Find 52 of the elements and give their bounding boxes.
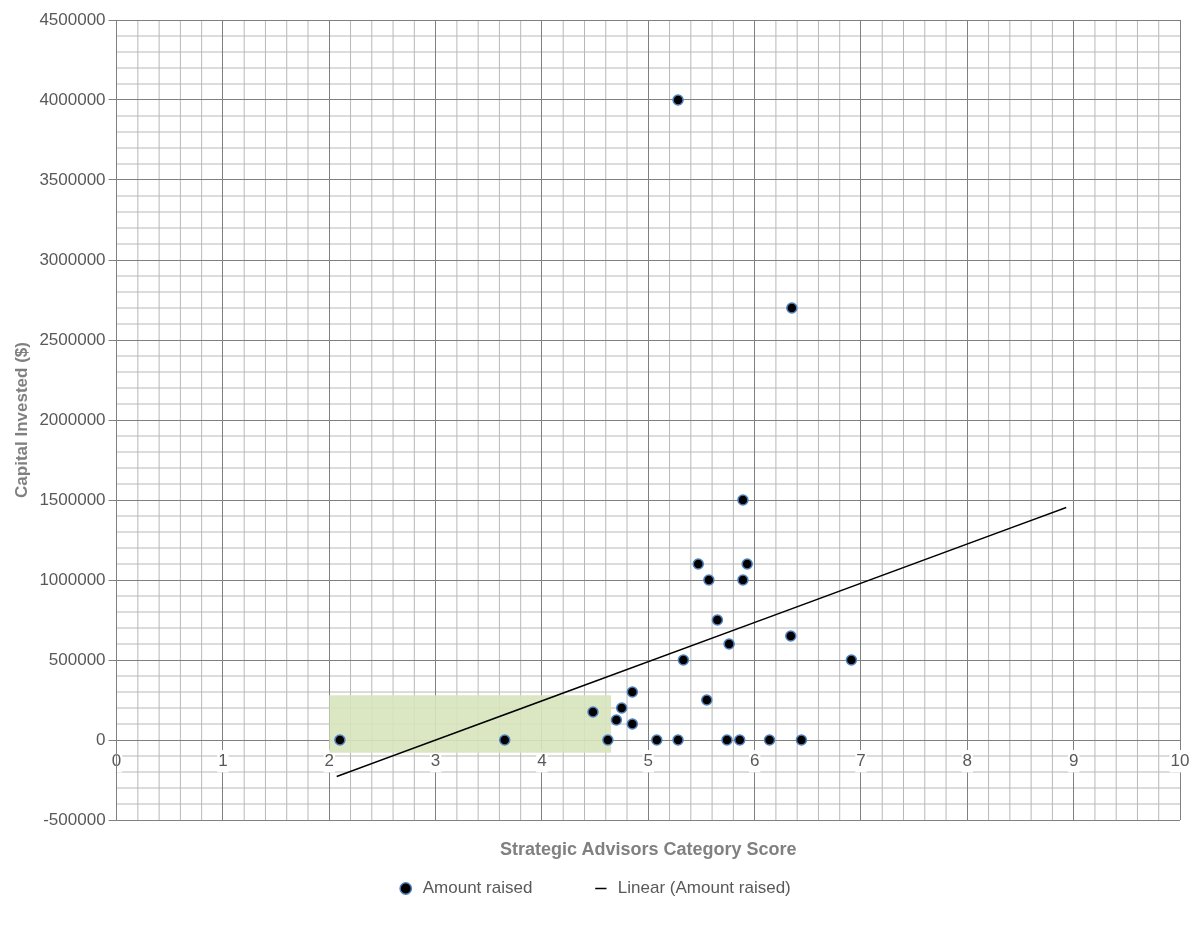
point: [672, 94, 684, 106]
point: [786, 302, 798, 314]
point: [587, 706, 599, 718]
point: [334, 734, 346, 746]
y-tick-label: -500000: [43, 809, 106, 829]
point: [692, 558, 705, 570]
x-tick-label: 2: [324, 750, 334, 770]
y-tick-label: 2500000: [39, 329, 106, 349]
x-tick-label: 8: [962, 750, 973, 770]
point: [845, 654, 858, 666]
point: [703, 574, 715, 586]
point: [723, 638, 735, 650]
y-tick-label: 4500000: [39, 9, 106, 29]
point: [615, 702, 628, 714]
point: [734, 734, 746, 746]
point: [626, 718, 639, 730]
y-tick-label: 3000000: [39, 249, 106, 269]
point: [741, 558, 753, 570]
point: [711, 614, 724, 626]
point: [785, 630, 797, 642]
y-tick-label: 2000000: [39, 409, 106, 429]
legend-label: Amount raised: [422, 878, 533, 898]
x-tick-label: 3: [430, 750, 441, 770]
point: [672, 734, 684, 746]
y-axis-title: Capital Invested ($): [11, 342, 31, 498]
x-tick-label: 9: [1068, 750, 1079, 770]
y-tick-label: 500000: [48, 649, 106, 669]
point: [795, 734, 808, 746]
point: [626, 686, 639, 698]
point: [737, 574, 749, 586]
y-tick-label: 0: [96, 729, 106, 749]
point: [737, 494, 749, 506]
x-tick-label: 7: [856, 750, 866, 770]
point: [498, 734, 511, 746]
x-tick-label: 10: [1170, 750, 1190, 770]
y-tick-label: 3500000: [39, 169, 106, 189]
x-tick-label: 4: [537, 750, 547, 770]
point: [701, 694, 713, 706]
x-tick-label: 1: [218, 750, 228, 770]
point: [651, 734, 663, 746]
y-tick-label: 1000000: [39, 569, 106, 589]
y-tick-label: 4000000: [39, 89, 106, 109]
point: [721, 734, 733, 746]
legend-label: Linear (Amount raised): [617, 878, 791, 898]
x-tick-label: 5: [643, 750, 654, 770]
point: [602, 734, 614, 746]
point: [610, 714, 623, 726]
y-tick-label: 1500000: [39, 489, 106, 509]
x-axis-title: Strategic Advisors Category Score: [500, 838, 797, 859]
x-tick-label: 6: [749, 750, 760, 770]
point: [763, 734, 776, 746]
point: [677, 654, 690, 666]
